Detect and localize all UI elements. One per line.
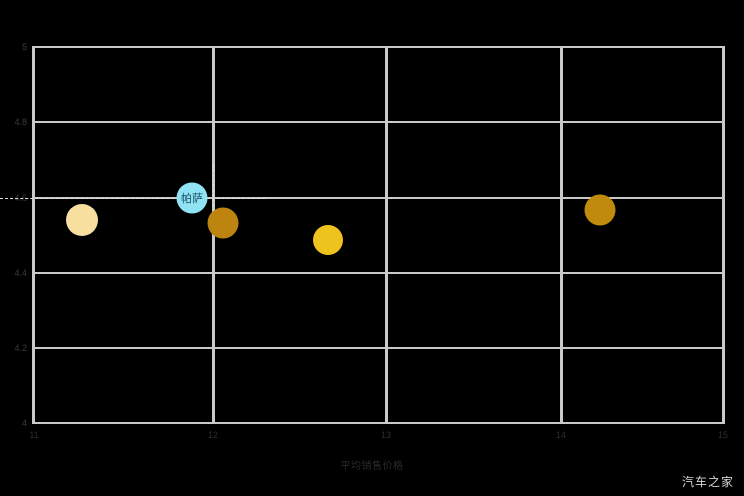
bubble-point-label: 帕萨 [181, 191, 203, 205]
x-tick-label: 12 [207, 430, 219, 440]
bubble-point[interactable] [584, 194, 616, 226]
gridline-horizontal [32, 121, 725, 123]
bubble-point[interactable] [207, 207, 239, 239]
gridline-horizontal [32, 347, 725, 349]
bubble-point[interactable] [313, 225, 343, 255]
bubble-point[interactable] [66, 204, 98, 236]
y-tick-label: 4.4 [14, 268, 27, 278]
y-axis-labels: 5 4.8 4.6 4.4 4.2 4 [0, 42, 27, 428]
gridline-vertical [560, 46, 563, 424]
y-tick-label: 4.8 [14, 117, 27, 127]
gridline-horizontal [32, 46, 725, 48]
gridline-vertical [722, 46, 725, 424]
x-tick-label: 14 [555, 430, 567, 440]
x-axis-labels: 11 12 13 14 15 [29, 430, 729, 444]
gridline-vertical [32, 46, 35, 424]
gridline-horizontal [32, 272, 725, 274]
gridline-horizontal [32, 197, 725, 199]
x-tick-label: 11 [29, 430, 39, 440]
bubble-point-highlighted[interactable]: 帕萨 [176, 182, 208, 214]
x-tick-label: 13 [380, 430, 392, 440]
x-axis-title: 平均销售价格 [340, 461, 404, 472]
plot-area: 帕萨 [0, 46, 725, 424]
crosshair-horizontal-line [0, 198, 265, 199]
y-tick-label: 4 [21, 418, 27, 428]
gridline-horizontal [32, 422, 725, 424]
x-tick-label: 15 [717, 430, 729, 440]
gridline-vertical [385, 46, 388, 424]
crosshair-vertical-line [213, 164, 214, 212]
watermark-logo: 汽车之家 [681, 475, 734, 489]
y-tick-label: 4.2 [14, 343, 27, 353]
y-tick-label: 5 [21, 42, 27, 52]
